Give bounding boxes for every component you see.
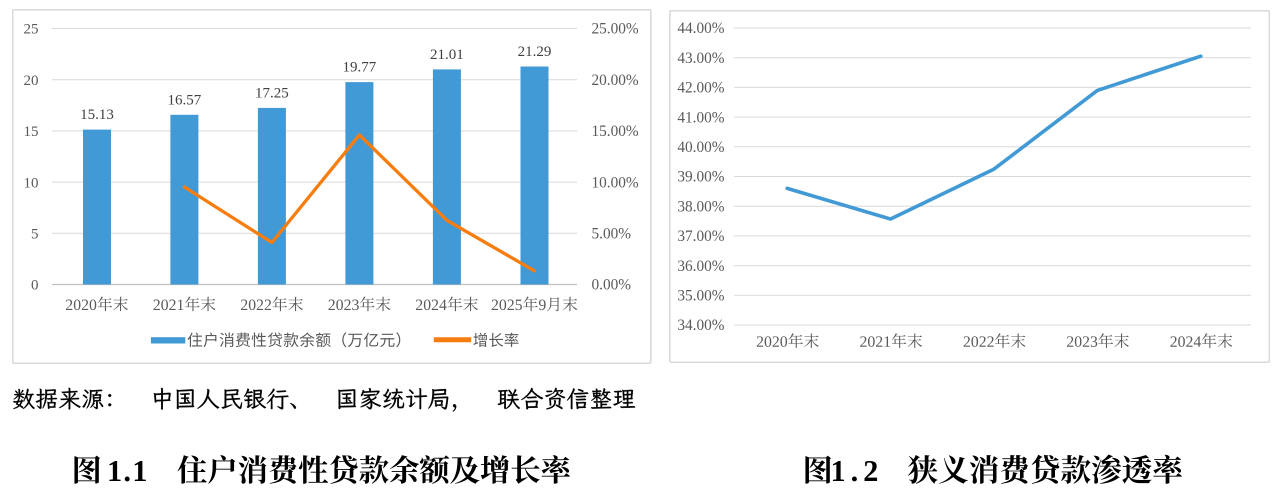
svg-text:35.00%: 35.00% (677, 288, 724, 305)
svg-text:25.00%: 25.00% (592, 21, 639, 38)
svg-text:36.00%: 36.00% (677, 258, 724, 275)
svg-text:39.00%: 39.00% (677, 169, 724, 186)
svg-text:17.25: 17.25 (255, 85, 289, 101)
svg-text:37.00%: 37.00% (677, 228, 724, 245)
svg-text:38.00%: 38.00% (677, 198, 724, 215)
svg-text:5: 5 (31, 227, 39, 243)
svg-text:25: 25 (24, 22, 39, 38)
svg-text:19.77: 19.77 (343, 60, 377, 76)
svg-text:42.00%: 42.00% (677, 80, 724, 97)
svg-text:15: 15 (24, 124, 39, 140)
svg-text:41.00%: 41.00% (677, 109, 724, 126)
svg-text:15.13: 15.13 (80, 107, 114, 123)
svg-text:40.00%: 40.00% (677, 139, 724, 156)
svg-text:10.00%: 10.00% (592, 174, 639, 191)
svg-text:0: 0 (31, 278, 39, 294)
svg-text:20.00%: 20.00% (592, 72, 639, 89)
svg-text:15.00%: 15.00% (592, 123, 639, 140)
svg-text:43.00%: 43.00% (677, 50, 724, 67)
svg-text:10: 10 (24, 175, 39, 191)
svg-text:20: 20 (24, 73, 39, 89)
svg-text:16.57: 16.57 (168, 92, 202, 108)
svg-text:21.01: 21.01 (430, 47, 464, 63)
svg-text:0.00%: 0.00% (592, 277, 632, 294)
svg-text:5.00%: 5.00% (592, 226, 632, 243)
svg-text:21.29: 21.29 (518, 44, 552, 60)
svg-text:44.00%: 44.00% (677, 20, 724, 37)
svg-text:34.00%: 34.00% (677, 317, 724, 334)
